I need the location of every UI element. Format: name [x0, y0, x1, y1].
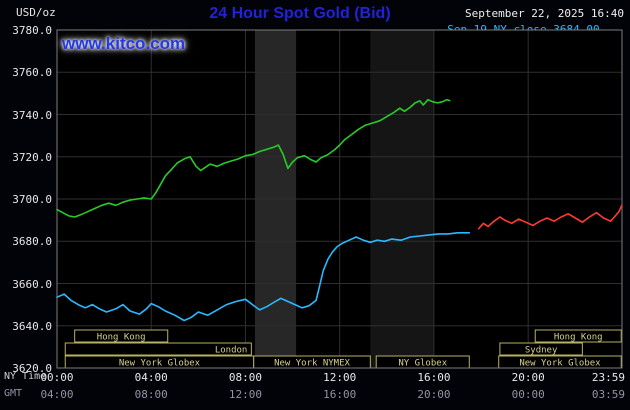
x-tick-label-ny: 16:00 [417, 371, 451, 384]
ny-time-axis-label: NY Time [4, 371, 47, 382]
y-tick-label: 3660.0 [12, 277, 52, 291]
x-tick-label-gmt: 04:00 [40, 388, 74, 401]
y-tick-label: 3700.0 [12, 193, 52, 206]
session-box [74, 329, 169, 343]
gmt-axis-label: GMT [4, 388, 23, 399]
session-box-label: New York Globex [519, 359, 601, 369]
y-tick-label: 3780.0 [12, 24, 52, 37]
price-line-sep-22-last [56, 98, 451, 218]
session-box-label: NY Globex [398, 359, 447, 369]
session-box-label: Hong Kong [97, 333, 146, 343]
session-box-label: Sydney [525, 346, 558, 356]
kitco-watermark-link[interactable]: www.kitco.com [62, 34, 186, 53]
session-box [64, 342, 252, 356]
plot-frame [56, 29, 623, 369]
session-box [499, 342, 583, 356]
y-tick-label: 3720.0 [12, 150, 52, 164]
chart-datetime: September 22, 2025 16:40 [465, 7, 624, 20]
price-line-sep-21-sunday [477, 204, 623, 230]
x-tick-label-gmt: 08:00 [134, 388, 168, 401]
price-line-sep-19-ny-close [56, 232, 471, 322]
y-tick-label: 3640.0 [12, 319, 52, 333]
y-axis-unit-label: USD/oz [16, 6, 56, 19]
session-box [534, 329, 622, 343]
chart-title: 24 Hour Spot Gold (Bid) [209, 5, 391, 22]
x-tick-label-ny: 04:00 [134, 371, 168, 384]
x-tick-label-gmt: 12:00 [228, 388, 263, 401]
session-box-label: London [215, 346, 248, 356]
x-tick-label-ny: 23:59 [591, 371, 625, 384]
session-box-label: New York Globex [119, 359, 201, 369]
x-tick-label-gmt: 00:00 [511, 388, 545, 401]
session-box-label: New York NYMEX [274, 359, 350, 369]
x-tick-label-ny: 00:00 [40, 371, 74, 384]
x-tick-label-ny: 20:00 [511, 371, 545, 384]
y-tick-label: 3760.0 [12, 66, 52, 80]
x-tick-label-ny: 12:00 [323, 371, 357, 384]
y-tick-label: 3740.0 [12, 108, 52, 122]
x-tick-label-gmt: 03:59 [591, 388, 625, 401]
y-tick-label: 3680.0 [12, 235, 52, 249]
x-tick-label-gmt: 20:00 [417, 388, 451, 401]
y-tick-label: 3620.0 [12, 362, 52, 375]
x-tick-label-ny: 08:00 [228, 371, 263, 384]
x-tick-label-gmt: 16:00 [323, 388, 357, 401]
session-box-label: Hong Kong [554, 333, 603, 343]
